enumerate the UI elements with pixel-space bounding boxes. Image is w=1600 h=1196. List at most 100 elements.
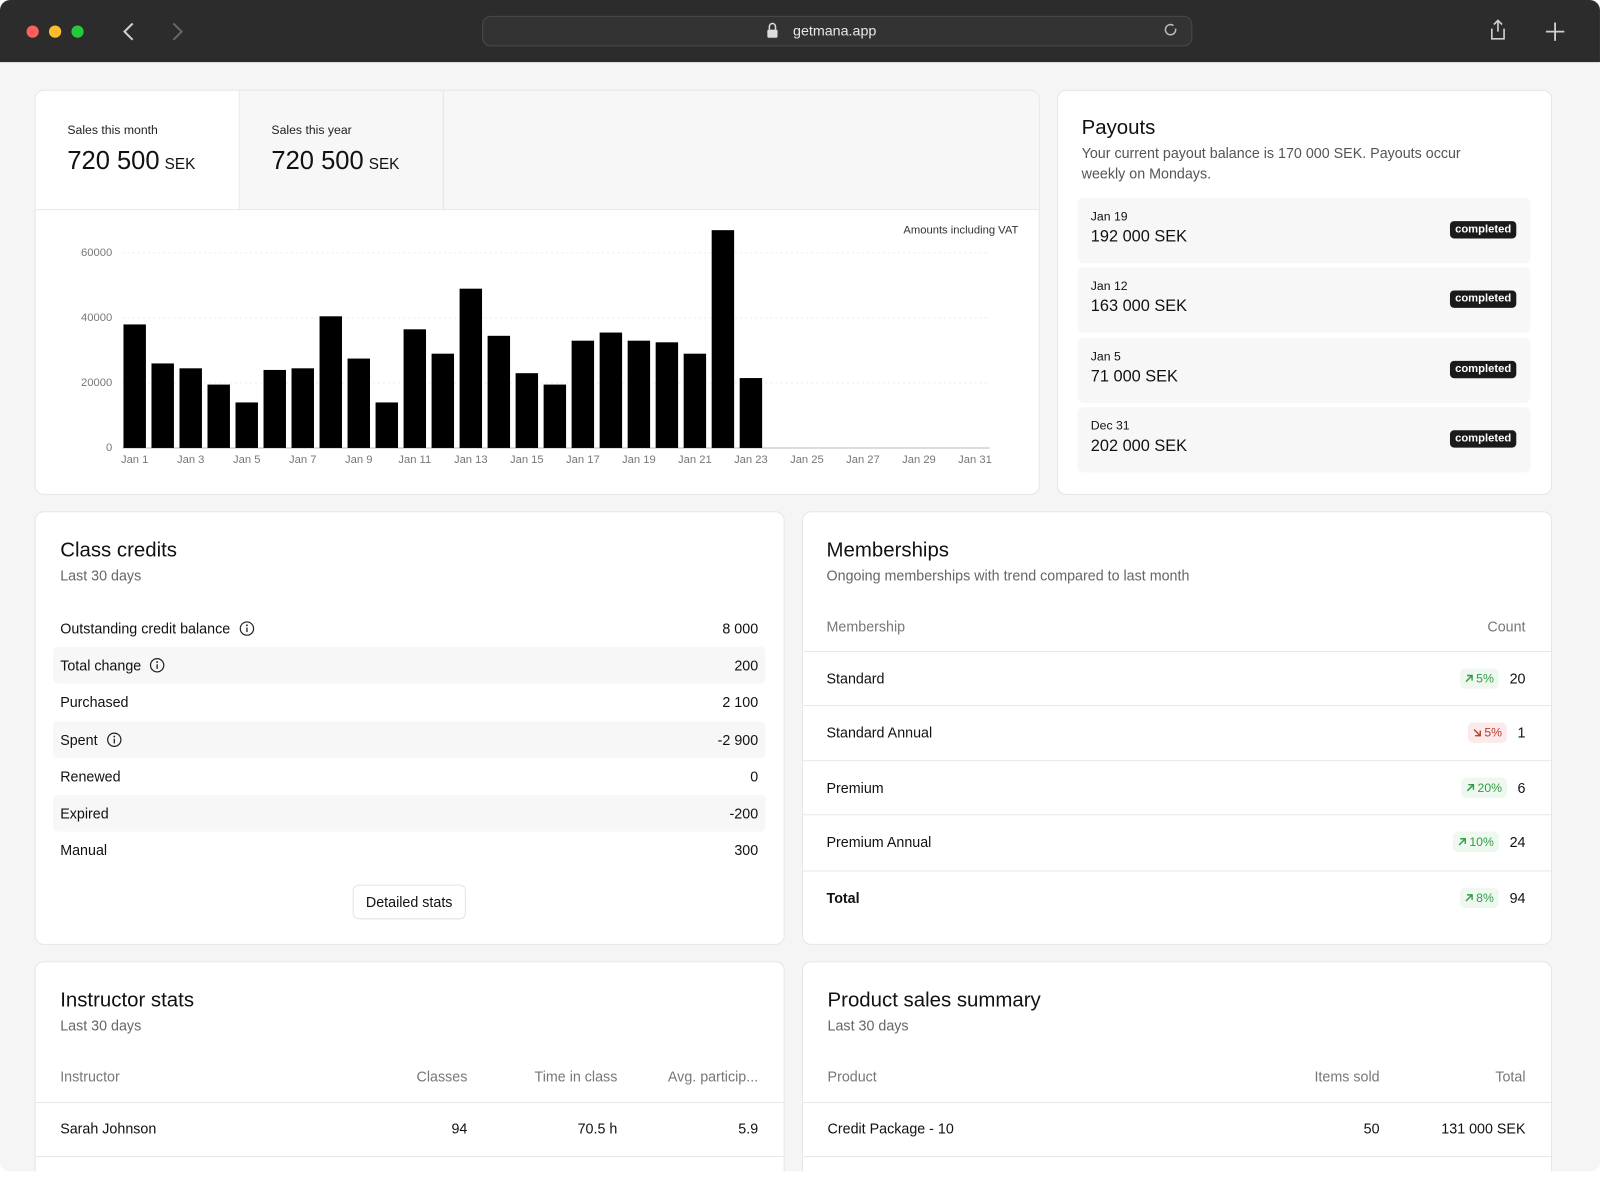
x-tick-label: Jan 11 [398,454,431,466]
bar [375,402,399,448]
stat-number: 720 500 [271,146,364,176]
info-dot [246,624,248,627]
membership-count: 1 [1517,724,1526,741]
trend-badge: 8% [1459,887,1499,909]
payout-date: Jan 12 [1090,278,1128,293]
browser-window: getmana.app Sales this month 720 500 SEK Sa… [0,0,1600,1172]
info-circle [149,658,165,673]
stat-tile [239,90,444,211]
credit-value: 200 [734,657,759,674]
share-button[interactable] [1491,19,1505,40]
column-header: Count [1487,618,1526,635]
bar [263,369,286,448]
stat-value: 720 500 SEK [271,147,399,176]
trend-badge: 20% [1461,777,1508,798]
info-icon [149,658,165,673]
status-badge: completed [1449,360,1517,378]
trend-arrow [1465,674,1473,683]
row-divider [802,651,1552,653]
column-header: Time in class [534,1068,618,1085]
bar [235,402,258,448]
close-button[interactable] [26,25,39,38]
membership-count: 6 [1517,779,1526,796]
table-cell: 5.9 [738,1120,759,1137]
info-circle [107,732,122,747]
trend-badge: 10% [1453,831,1499,853]
credit-label: Manual [60,841,108,859]
membership-name: Total [826,889,860,907]
forward-button[interactable] [172,22,184,41]
row-stripe [53,647,766,684]
lock-icon [767,29,778,38]
credit-value: 0 [750,768,759,785]
card-title: Payouts [1081,116,1156,140]
credit-value: 2 100 [722,694,759,711]
row-divider [802,705,1552,707]
card-title: Product sales summary [827,989,1041,1012]
info-dot [156,661,159,664]
stat-label: Sales this month [67,122,158,137]
x-tick-label: Jan 29 [902,454,936,466]
column-header: Items sold [1314,1068,1380,1085]
x-tick-label: Jan 9 [345,454,372,466]
trend-arrow [1473,729,1481,737]
zoom-button[interactable] [71,25,84,38]
card-subtitle: Last 30 days [60,567,142,584]
membership-count: 20 [1509,670,1526,687]
bar [711,230,735,448]
bar [739,378,763,448]
bar [291,368,314,448]
new-tab-button[interactable] [1545,22,1565,41]
credit-label: Outstanding credit balance [60,620,231,637]
minimize-button[interactable] [48,25,62,38]
x-tick-label: Jan 17 [566,454,600,466]
bar [599,332,623,448]
bar [151,363,174,448]
credit-label: Expired [60,805,109,822]
payout-date: Jan 19 [1090,209,1128,224]
payout-amount: 192 000 SEK [1090,228,1188,246]
payout-date: Jan 5 [1090,349,1121,364]
reload-button[interactable] [1164,23,1177,36]
x-tick-label: Jan 27 [846,454,880,466]
credit-value: -2 900 [717,731,759,748]
row-stripe [53,794,766,832]
trend-value: 8% [1476,890,1494,906]
card-subtitle: Ongoing memberships with trend compared … [826,567,1190,584]
table-cell: 70.5 h [577,1120,618,1137]
x-tick-label: Jan 23 [734,454,768,466]
column-header: Product [827,1068,877,1085]
bar [347,358,370,448]
row-divider [802,1156,1552,1158]
table-cell: Sarah Johnson [60,1120,157,1137]
browser-toolbar: getmana.app [0,0,1600,63]
back-button[interactable] [123,22,134,41]
address-bar[interactable] [482,15,1193,47]
bar [627,340,651,448]
stat-number: 720 500 [67,146,160,176]
x-tick-label: Jan 7 [289,454,316,466]
table-cell: 131 000 SEK [1441,1120,1526,1137]
bar [515,373,539,448]
status-badge: completed [1449,221,1517,239]
card-title: Memberships [826,539,950,562]
stat-unit: SEK [164,155,196,174]
membership-name: Premium [826,779,884,796]
card-subtitle: Last 30 days [60,1017,142,1034]
credit-label: Spent [60,731,98,748]
lock-shackle [768,22,777,30]
info-circle [239,621,255,636]
trend-value: 5% [1476,671,1494,686]
bar [459,288,483,448]
bar [319,316,342,448]
x-tick-label: Jan 31 [958,454,992,466]
arrow-shape [1458,838,1466,846]
detailed-stats-button[interactable]: Detailed stats [352,884,466,920]
table-cell: Credit Package - 10 [827,1120,954,1137]
row-divider [802,870,1552,872]
bar [123,324,146,448]
bar [207,384,230,448]
bar [683,353,707,448]
instructor-stats-card [34,961,785,1172]
membership-name: Standard [826,670,885,687]
